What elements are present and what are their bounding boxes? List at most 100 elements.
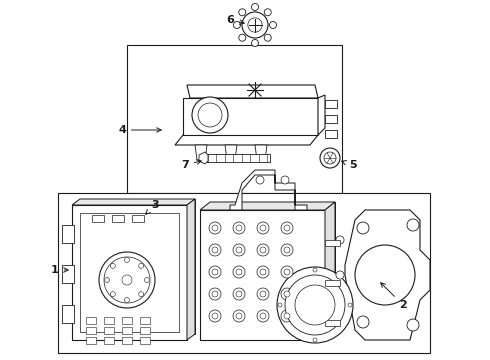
Bar	[140, 317, 150, 324]
Text: 4: 4	[118, 125, 161, 135]
Bar	[325, 115, 337, 123]
Bar	[86, 337, 96, 344]
Bar	[325, 320, 340, 326]
Circle shape	[256, 176, 264, 184]
Circle shape	[281, 266, 293, 278]
Polygon shape	[199, 152, 208, 164]
Bar	[325, 240, 340, 246]
Circle shape	[270, 22, 276, 28]
Polygon shape	[325, 202, 335, 340]
Circle shape	[139, 292, 144, 297]
Circle shape	[284, 225, 290, 231]
Circle shape	[348, 303, 352, 307]
Polygon shape	[345, 210, 430, 340]
Circle shape	[233, 244, 245, 256]
Circle shape	[260, 291, 266, 297]
Circle shape	[336, 236, 344, 244]
Circle shape	[257, 288, 269, 300]
Circle shape	[239, 34, 246, 41]
Circle shape	[284, 269, 290, 275]
Bar	[325, 130, 337, 138]
Bar	[72, 205, 187, 340]
Circle shape	[242, 12, 268, 38]
Circle shape	[233, 310, 245, 322]
Circle shape	[145, 278, 149, 283]
Circle shape	[209, 310, 221, 322]
Polygon shape	[80, 199, 195, 334]
Circle shape	[234, 22, 241, 28]
Circle shape	[324, 152, 336, 164]
Circle shape	[236, 313, 242, 319]
Bar	[104, 327, 114, 334]
Circle shape	[277, 267, 353, 343]
Polygon shape	[210, 202, 335, 332]
Circle shape	[260, 225, 266, 231]
Polygon shape	[195, 145, 207, 160]
Text: 6: 6	[226, 15, 244, 25]
Bar	[325, 100, 337, 108]
Bar	[127, 45, 342, 193]
Polygon shape	[200, 202, 335, 210]
Circle shape	[285, 275, 345, 335]
Circle shape	[209, 288, 221, 300]
Bar	[104, 317, 114, 324]
Text: 3: 3	[146, 200, 159, 214]
Circle shape	[192, 97, 228, 133]
Circle shape	[407, 319, 419, 331]
Text: 5: 5	[342, 160, 357, 170]
Circle shape	[284, 247, 290, 253]
Circle shape	[284, 291, 290, 297]
Circle shape	[257, 310, 269, 322]
Polygon shape	[255, 145, 267, 160]
Circle shape	[313, 338, 317, 342]
Circle shape	[284, 313, 290, 319]
Polygon shape	[72, 199, 195, 205]
Polygon shape	[183, 98, 318, 135]
Circle shape	[209, 244, 221, 256]
Circle shape	[407, 219, 419, 231]
Bar	[140, 337, 150, 344]
Circle shape	[336, 306, 344, 314]
Bar	[62, 305, 74, 323]
Polygon shape	[187, 85, 318, 98]
Polygon shape	[225, 145, 237, 160]
Circle shape	[248, 18, 262, 32]
Circle shape	[212, 225, 218, 231]
Bar	[112, 215, 124, 222]
Bar	[122, 337, 132, 344]
Polygon shape	[187, 199, 195, 340]
Circle shape	[124, 257, 129, 262]
Circle shape	[110, 292, 115, 297]
Circle shape	[260, 269, 266, 275]
Bar	[122, 317, 132, 324]
Bar	[80, 213, 179, 332]
Circle shape	[281, 222, 293, 234]
Circle shape	[233, 288, 245, 300]
Circle shape	[295, 285, 335, 325]
Circle shape	[236, 269, 242, 275]
Circle shape	[212, 269, 218, 275]
Circle shape	[281, 176, 289, 184]
Circle shape	[281, 288, 293, 300]
Polygon shape	[230, 170, 307, 210]
Circle shape	[239, 9, 246, 16]
Circle shape	[281, 244, 293, 256]
Circle shape	[336, 306, 344, 314]
Circle shape	[357, 222, 369, 234]
Bar	[132, 215, 144, 222]
Circle shape	[257, 244, 269, 256]
Circle shape	[260, 313, 266, 319]
Circle shape	[264, 34, 271, 41]
Circle shape	[355, 245, 415, 305]
Circle shape	[124, 297, 129, 302]
Circle shape	[233, 222, 245, 234]
Circle shape	[209, 266, 221, 278]
Circle shape	[236, 291, 242, 297]
Circle shape	[212, 313, 218, 319]
Circle shape	[233, 266, 245, 278]
Circle shape	[236, 225, 242, 231]
Circle shape	[313, 268, 317, 272]
Circle shape	[110, 264, 115, 268]
Circle shape	[336, 271, 344, 279]
Circle shape	[320, 148, 340, 168]
